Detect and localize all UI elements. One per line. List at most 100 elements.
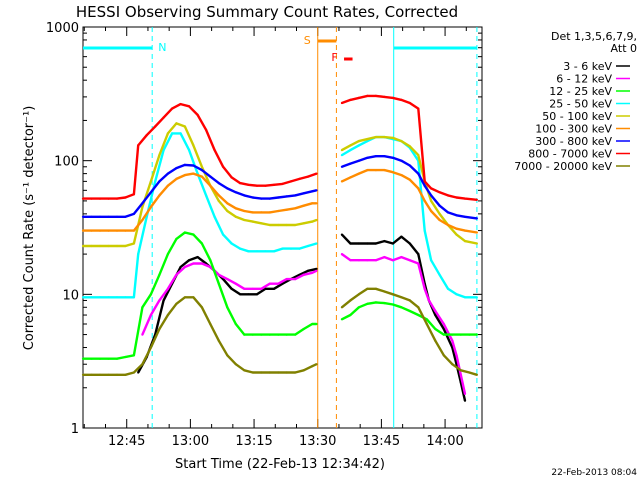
data-point [366,169,369,172]
data-point [98,244,102,248]
data-point [455,354,458,357]
data-point [226,278,229,281]
data-point [400,235,403,238]
data-point [200,169,203,172]
data-point [200,306,203,309]
data-point [124,355,127,359]
data-point [171,107,174,110]
data-point [417,262,420,265]
legend-label: 800 - 7000 keV [528,148,612,161]
data-point [315,363,318,366]
data-point [264,250,267,253]
data-point [463,240,467,243]
data-point [234,322,237,326]
data-point [340,253,343,256]
x-tick-label: 13:15 [235,434,272,449]
data-point [243,333,246,336]
data-point [408,309,411,313]
plot-frame [82,26,483,429]
data-point [391,136,394,139]
data-point [277,371,280,374]
data-point [417,187,420,190]
data-point [115,244,119,248]
data-point [179,132,182,135]
data-point [115,357,119,360]
data-point [268,197,271,200]
data-point [234,282,237,285]
data-point [455,233,458,236]
data-point [192,296,195,299]
data-point [268,371,271,374]
data-point [340,149,343,152]
data-point [315,189,318,192]
data-point [145,134,148,137]
data-point [234,207,237,210]
data-point [289,247,293,250]
data-point [391,242,394,245]
data-point [349,98,352,101]
data-point [357,159,360,162]
data-point [475,333,478,336]
data-point [455,214,458,217]
data-point [294,207,297,210]
data-point [243,209,246,213]
data-point [383,169,386,172]
data-point [391,156,394,159]
series-1 [141,253,467,395]
data-point [251,196,254,199]
data-point [425,322,428,326]
data-point [264,184,267,187]
data-point [272,250,276,253]
data-point [200,175,203,178]
data-point [302,192,305,195]
data-point [423,180,426,183]
data-point [294,278,297,281]
data-point [166,172,169,175]
series-7 [81,94,478,201]
data-point [251,287,254,290]
data-point [166,184,169,187]
data-point [255,293,259,296]
data-point [475,231,478,234]
data-point [158,327,161,331]
data-point [298,247,301,250]
data-point [90,244,93,248]
data-point [459,373,462,376]
data-point [357,259,360,262]
data-point [451,363,454,366]
data-point [438,204,441,207]
data-point [162,299,165,302]
data-point [115,373,119,376]
series-line [341,301,477,336]
data-point [183,125,186,128]
data-point [374,136,377,139]
data-point [311,271,314,274]
x-tick-label: 14:00 [426,434,463,449]
data-point [374,301,377,304]
data-point [357,144,360,147]
data-point [154,125,157,128]
data-point [124,215,127,218]
data-point [175,122,178,125]
data-point [209,259,212,262]
data-point [209,322,212,326]
data-point [141,202,144,205]
data-point [217,199,220,202]
data-point [192,233,195,236]
data-point [81,215,85,218]
data-point [213,149,216,152]
data-point [234,215,237,218]
data-point [349,149,352,152]
data-point [400,174,403,177]
data-point [81,373,85,376]
data-point [115,296,119,299]
data-point [408,101,411,105]
data-point [455,293,458,296]
data-point [357,293,360,296]
data-point [302,369,305,372]
data-point [383,256,386,259]
data-point [243,287,246,290]
data-point [226,202,229,205]
data-point [209,265,212,269]
